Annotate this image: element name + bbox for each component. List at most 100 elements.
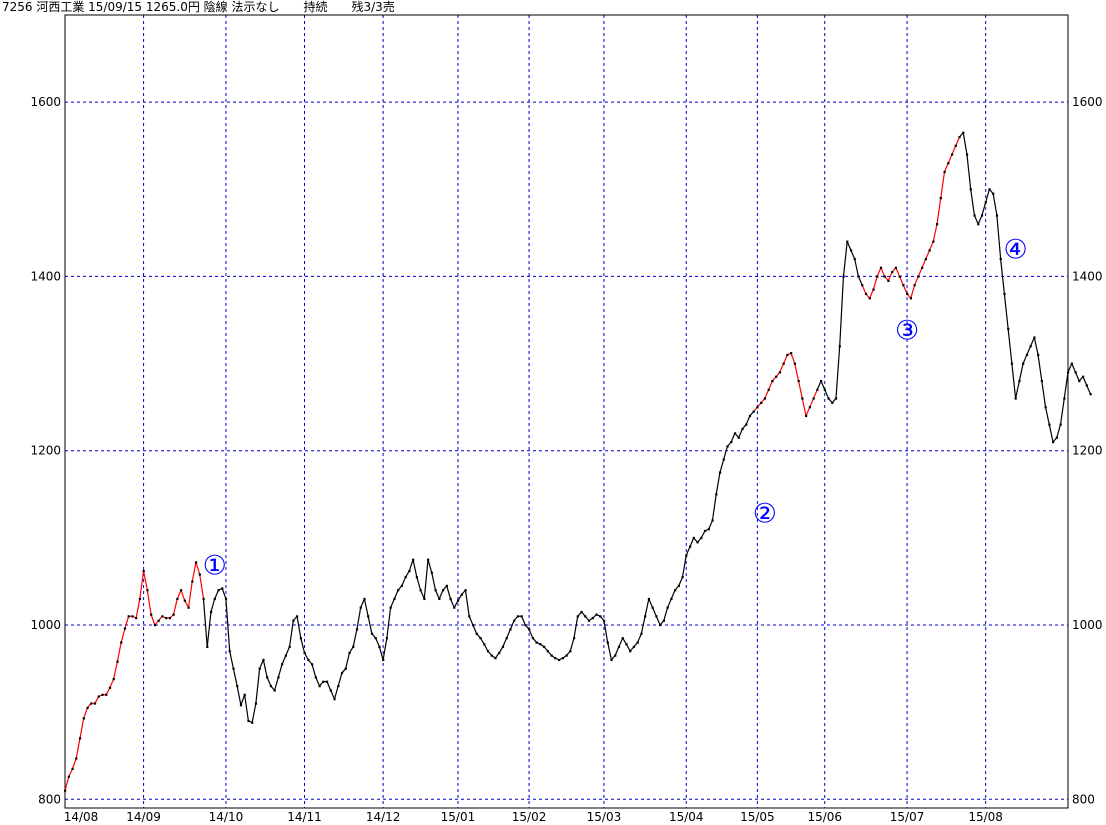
price-segment <box>872 276 878 290</box>
price-segment <box>1030 337 1035 347</box>
price-segment <box>973 215 979 225</box>
price-point <box>778 371 782 374</box>
price-segment <box>502 637 508 648</box>
price-segment <box>330 690 336 700</box>
price-point <box>827 397 830 400</box>
price-segment <box>393 589 399 600</box>
price-segment <box>434 589 440 600</box>
y-tick-label-left: 1000 <box>30 618 61 632</box>
price-point <box>838 345 841 348</box>
price-point <box>284 654 288 657</box>
price-point <box>524 624 527 627</box>
price-segment <box>835 346 841 399</box>
price-point <box>333 698 336 701</box>
price-segment <box>1037 354 1043 382</box>
price-segment <box>401 576 407 587</box>
price-point <box>108 686 112 689</box>
price-segment <box>936 197 942 225</box>
price-point <box>793 362 796 365</box>
price-point <box>561 657 564 660</box>
price-segment <box>996 215 1002 260</box>
price-segment <box>143 570 148 591</box>
price-point <box>1033 336 1036 339</box>
price-segment <box>1082 376 1088 386</box>
y-tick-label-right: 1000 <box>1072 618 1103 632</box>
price-point <box>224 597 228 601</box>
price-point <box>359 606 362 609</box>
price-point <box>501 645 505 648</box>
price-segment <box>876 267 882 277</box>
price-point <box>183 599 186 602</box>
price-point <box>131 615 134 618</box>
price-point <box>640 632 643 635</box>
price-segment <box>345 652 351 669</box>
price-segment <box>408 559 414 572</box>
price-point <box>221 587 224 590</box>
price-segment <box>928 241 934 251</box>
price-segment <box>449 598 455 608</box>
price-point <box>1018 380 1021 383</box>
price-point <box>509 628 512 631</box>
price-point <box>127 615 130 618</box>
price-point <box>1048 423 1051 426</box>
price-segment <box>648 598 654 608</box>
price-point <box>105 693 108 696</box>
price-segment <box>887 271 893 282</box>
price-segment <box>259 659 264 669</box>
price-point <box>857 275 860 278</box>
price-point <box>172 613 175 616</box>
price-segment <box>255 668 261 704</box>
price-segment <box>1063 372 1069 399</box>
price-segment <box>966 154 972 190</box>
price-point <box>247 719 250 723</box>
price-point <box>1063 397 1066 400</box>
price-point <box>202 597 205 601</box>
price-point <box>382 658 385 662</box>
price-point <box>269 685 273 688</box>
price-point <box>602 619 606 622</box>
price-point <box>135 617 138 620</box>
y-tick-label-left: 1200 <box>30 444 61 458</box>
price-point <box>722 458 725 461</box>
price-point <box>782 362 785 365</box>
price-segment <box>244 694 249 721</box>
price-point <box>909 297 913 300</box>
price-point <box>1070 362 1073 365</box>
price-point <box>150 613 153 616</box>
price-segment <box>715 472 721 495</box>
price-point <box>917 275 920 278</box>
price-point <box>460 593 463 596</box>
price-point <box>464 589 467 592</box>
price-point <box>299 637 302 640</box>
price-point <box>397 589 400 592</box>
price-segment <box>150 614 156 626</box>
price-point <box>370 632 374 635</box>
price-point <box>718 471 722 474</box>
price-segment <box>356 607 362 630</box>
price-segment <box>921 258 927 268</box>
price-point <box>479 637 482 640</box>
price-segment <box>947 154 953 164</box>
price-point <box>928 249 931 252</box>
price-point <box>745 423 748 426</box>
price-segment <box>412 559 418 578</box>
price-point <box>232 667 235 670</box>
price-point <box>876 275 879 278</box>
price-segment <box>1026 345 1032 356</box>
price-segment <box>210 598 216 613</box>
price-segment <box>850 250 856 260</box>
price-point <box>580 610 583 614</box>
price-segment <box>202 598 208 647</box>
price-point <box>516 615 520 618</box>
price-segment <box>363 598 369 617</box>
x-tick-label: 14/11 <box>287 810 322 824</box>
price-point <box>311 663 314 666</box>
x-tick-label: 15/06 <box>807 810 842 824</box>
price-point <box>367 615 370 618</box>
price-segment <box>191 562 197 582</box>
price-point <box>591 617 594 620</box>
price-segment <box>1074 372 1080 382</box>
price-segment <box>666 598 672 608</box>
price-segment <box>225 598 231 652</box>
price-point <box>71 767 74 770</box>
